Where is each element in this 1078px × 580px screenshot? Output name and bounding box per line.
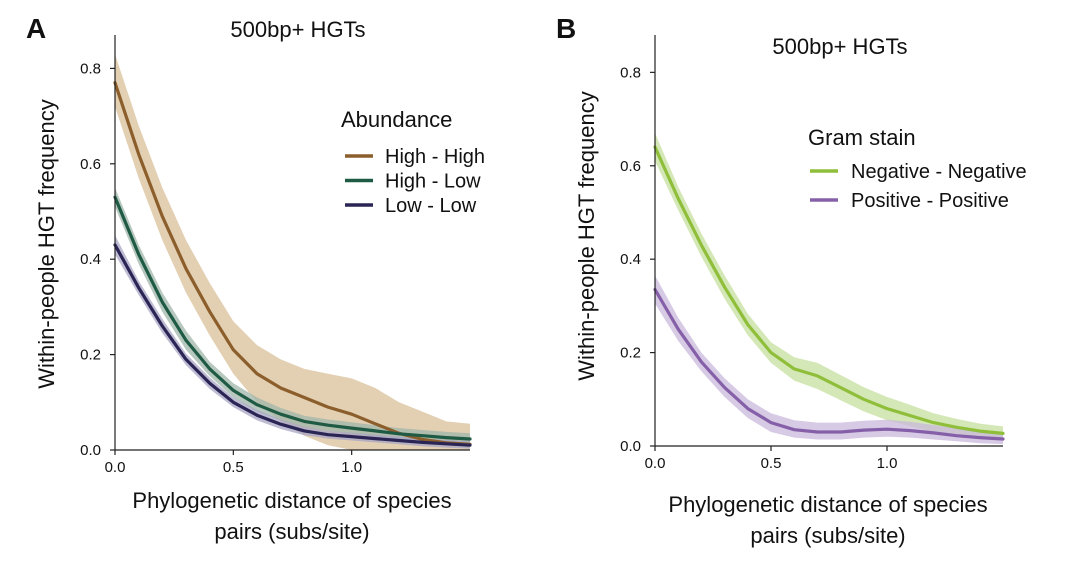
panel-b-letter: B: [556, 13, 576, 44]
panel-a-x-tick-label: 0.0: [105, 459, 126, 476]
panel-b-plot-area: 0.0 0.2 0.4 0.6 0.8 0.0 0.5 1.0: [620, 35, 1005, 472]
panel-a-x-axis-title-line1: Phylogenetic distance of species: [132, 488, 451, 513]
panel-a-y-tick-label: 0.4: [80, 251, 101, 268]
panel-a: A 500bp+ HGTs Within-people HGT frequenc…: [26, 13, 485, 544]
panel-a-legend-label-3: Low - Low: [385, 195, 477, 217]
panel-a-legend-title: Abundance: [341, 107, 452, 132]
panel-b-y-tick-label: 0.2: [620, 345, 641, 362]
panel-a-x-tick-label: 1.0: [341, 459, 362, 476]
panel-a-y-tick-label: 0.8: [80, 60, 101, 77]
panel-b-title: 500bp+ HGTs: [772, 34, 907, 59]
panel-a-series-line-1: [113, 81, 472, 446]
panel-b-legend-label-2: Positive - Positive: [851, 190, 1009, 212]
panel-b-y-tick-label: 0.6: [620, 158, 641, 175]
panel-b-legend-label-1: Negative - Negative: [851, 161, 1027, 183]
panel-b-x-axis-title-line1: Phylogenetic distance of species: [668, 492, 987, 517]
panel-a-legend-label-2: High - Low: [385, 171, 481, 193]
panel-b-series-line-1: [653, 145, 1005, 435]
panel-a-y-tick-label: 0.0: [80, 442, 101, 459]
panel-a-legend-label-1: High - High: [385, 146, 485, 168]
panel-a-plot-area: 0.0 0.2 0.4 0.6 0.8 0.0 0.5 1.0: [80, 35, 472, 476]
panel-a-confidence-band-1: [115, 54, 470, 450]
panel-b-y-tick-label: 0.4: [620, 251, 641, 268]
panel-b-y-tick-label: 0.0: [620, 438, 641, 455]
panel-a-y-tick-label: 0.6: [80, 156, 101, 173]
panel-b-x-tick-label: 1.0: [877, 455, 898, 472]
panel-a-x-tick-label: 0.5: [223, 459, 244, 476]
panel-b-legend-title: Gram stain: [808, 125, 916, 150]
panel-b-x-axis-title-line2: pairs (subs/site): [750, 523, 905, 548]
panel-b-y-tick-label: 0.8: [620, 64, 641, 81]
panel-b-y-axis-title: Within-people HGT frequency: [574, 91, 599, 380]
panel-b-legend: Gram stain Negative - Negative Positive -…: [808, 125, 1027, 212]
panel-b: B 500bp+ HGTs Within-people HGT frequenc…: [556, 13, 1027, 548]
panel-b-x-tick-label: 0.0: [645, 455, 666, 472]
panel-a-y-tick-label: 0.2: [80, 347, 101, 364]
panel-b-series-line-2: [653, 287, 1005, 441]
panel-a-y-axis-title: Within-people HGT frequency: [34, 99, 59, 388]
panel-a-series-line-2: [113, 195, 472, 441]
panel-a-title: 500bp+ HGTs: [230, 17, 365, 42]
panel-b-x-tick-label: 0.5: [761, 455, 782, 472]
panel-a-x-axis-title-line2: pairs (subs/site): [214, 519, 369, 544]
panel-a-letter: A: [26, 13, 46, 44]
panel-a-series-line-3: [113, 243, 472, 447]
